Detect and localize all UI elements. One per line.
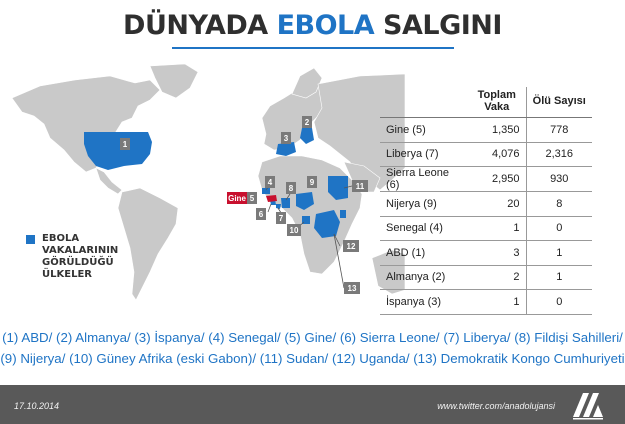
marker-9: 9 bbox=[310, 178, 315, 187]
marker-4: 4 bbox=[268, 178, 273, 187]
page-title: DÜNYADA EBOLA SALGINI bbox=[0, 10, 625, 41]
affected-countries bbox=[84, 128, 348, 238]
guinea-shape bbox=[266, 195, 277, 202]
liberia-shape bbox=[276, 204, 281, 209]
row-country: Almanya (2) bbox=[380, 265, 468, 290]
leader-line-11 bbox=[343, 185, 353, 189]
greenland-shape bbox=[149, 63, 199, 99]
title-part-3: SALGINI bbox=[383, 10, 502, 41]
leader-line-6 bbox=[267, 203, 272, 213]
senegal-shape bbox=[262, 188, 270, 194]
legend-text: EBOLA VAKALARININ GÖRÜLDÜĞÜ ÜLKELER bbox=[42, 233, 119, 280]
title-underline bbox=[172, 47, 454, 49]
marker-5: 5 bbox=[250, 194, 255, 203]
row-country: Liberya (7) bbox=[380, 142, 468, 167]
ivory-coast-shape bbox=[281, 198, 290, 208]
table-row: Sierra Leone (6) 2,950 930 bbox=[380, 166, 592, 192]
leader-line-12 bbox=[333, 233, 341, 247]
row-country: Senegal (4) bbox=[380, 216, 468, 241]
table-row: Nijerya (9) 20 8 bbox=[380, 191, 592, 217]
row-cases: 1,350 bbox=[468, 117, 526, 143]
row-cases: 1 bbox=[468, 289, 526, 315]
leader-line-13 bbox=[333, 233, 345, 289]
drc-shape bbox=[314, 210, 340, 238]
leader-line-8 bbox=[285, 193, 291, 201]
marker-3: 3 bbox=[284, 134, 289, 143]
table-row: Liberya (7) 4,076 2,316 bbox=[380, 142, 592, 167]
header-country bbox=[380, 87, 468, 118]
central-america-shape bbox=[95, 167, 123, 195]
row-deaths: 1 bbox=[525, 265, 592, 290]
marker-12: 12 bbox=[347, 242, 356, 251]
row-country: Nijerya (9) bbox=[380, 191, 468, 217]
marker-10: 10 bbox=[290, 226, 299, 235]
row-deaths: 0 bbox=[525, 289, 592, 315]
germany-shape bbox=[300, 128, 314, 144]
row-deaths: 1 bbox=[525, 240, 592, 266]
row-deaths: 8 bbox=[525, 191, 592, 217]
scandinavia-shape bbox=[291, 67, 323, 99]
table-row: Senegal (4) 1 0 bbox=[380, 216, 592, 241]
marker-7: 7 bbox=[279, 214, 284, 223]
row-cases: 4,076 bbox=[468, 142, 526, 167]
header-deaths: Ölü Sayısı bbox=[525, 87, 592, 118]
row-country: ABD (1) bbox=[380, 240, 468, 266]
gine-label: Gine bbox=[228, 194, 246, 203]
south-america-shape bbox=[117, 187, 179, 301]
country-key-line-2: (9) Nijerya/ (10) Güney Afrika (eski Gab… bbox=[0, 351, 625, 366]
uganda-shape bbox=[340, 210, 346, 218]
north-america-shape bbox=[11, 75, 161, 173]
row-deaths: 2,316 bbox=[525, 142, 592, 167]
legend-swatch bbox=[26, 235, 35, 244]
header-cases: Toplam Vaka bbox=[468, 87, 526, 118]
footer-bar: 17.10.2014 www.twitter.com/anadolujansi bbox=[0, 385, 625, 424]
spain-shape bbox=[276, 142, 296, 156]
marker-11: 11 bbox=[356, 182, 365, 191]
footer-date: 17.10.2014 bbox=[14, 401, 60, 411]
table-row: Almanya (2) 2 1 bbox=[380, 265, 592, 290]
row-deaths: 0 bbox=[525, 216, 592, 241]
country-key: (1) ABD/ (2) Almanya/ (3) İspanya/ (4) S… bbox=[0, 327, 625, 369]
table-header-row: Toplam Vaka Ölü Sayısı bbox=[380, 87, 592, 118]
marker-6: 6 bbox=[259, 210, 264, 219]
row-country: Sierra Leone (6) bbox=[380, 166, 468, 192]
markers: 1 2 3 4 5 6 7 8 9 10 11 12 13 bbox=[120, 116, 368, 294]
row-country: İspanya (3) bbox=[380, 289, 468, 315]
table-row: İspanya (3) 1 0 bbox=[380, 289, 592, 315]
row-cases: 2,950 bbox=[468, 166, 526, 192]
row-cases: 2 bbox=[468, 265, 526, 290]
title-part-2: EBOLA bbox=[276, 10, 375, 41]
row-cases: 3 bbox=[468, 240, 526, 266]
table-row: Gine (5) 1,350 778 bbox=[380, 117, 592, 143]
row-cases: 20 bbox=[468, 191, 526, 217]
row-deaths: 930 bbox=[525, 166, 592, 192]
footer-website[interactable]: www.twitter.com/anadolujansi bbox=[437, 401, 555, 411]
stats-table: Toplam Vaka Ölü Sayısı Gine (5) 1,350 77… bbox=[380, 87, 592, 315]
marker-13: 13 bbox=[348, 284, 357, 293]
anadolu-agency-logo-icon bbox=[573, 393, 603, 420]
row-country: Gine (5) bbox=[380, 117, 468, 143]
africa-shape bbox=[257, 155, 363, 275]
nigeria-shape bbox=[296, 192, 314, 210]
title-part-1: DÜNYADA bbox=[123, 10, 268, 41]
gine-label-box bbox=[227, 192, 247, 204]
usa-shape bbox=[84, 132, 152, 170]
marker-2: 2 bbox=[305, 118, 310, 127]
country-key-line-1: (1) ABD/ (2) Almanya/ (3) İspanya/ (4) S… bbox=[2, 330, 623, 345]
table-row: ABD (1) 3 1 bbox=[380, 240, 592, 266]
marker-1: 1 bbox=[123, 140, 128, 149]
row-deaths: 778 bbox=[525, 117, 592, 143]
sudan-shape bbox=[328, 176, 348, 200]
row-cases: 1 bbox=[468, 216, 526, 241]
marker-8: 8 bbox=[289, 184, 294, 193]
